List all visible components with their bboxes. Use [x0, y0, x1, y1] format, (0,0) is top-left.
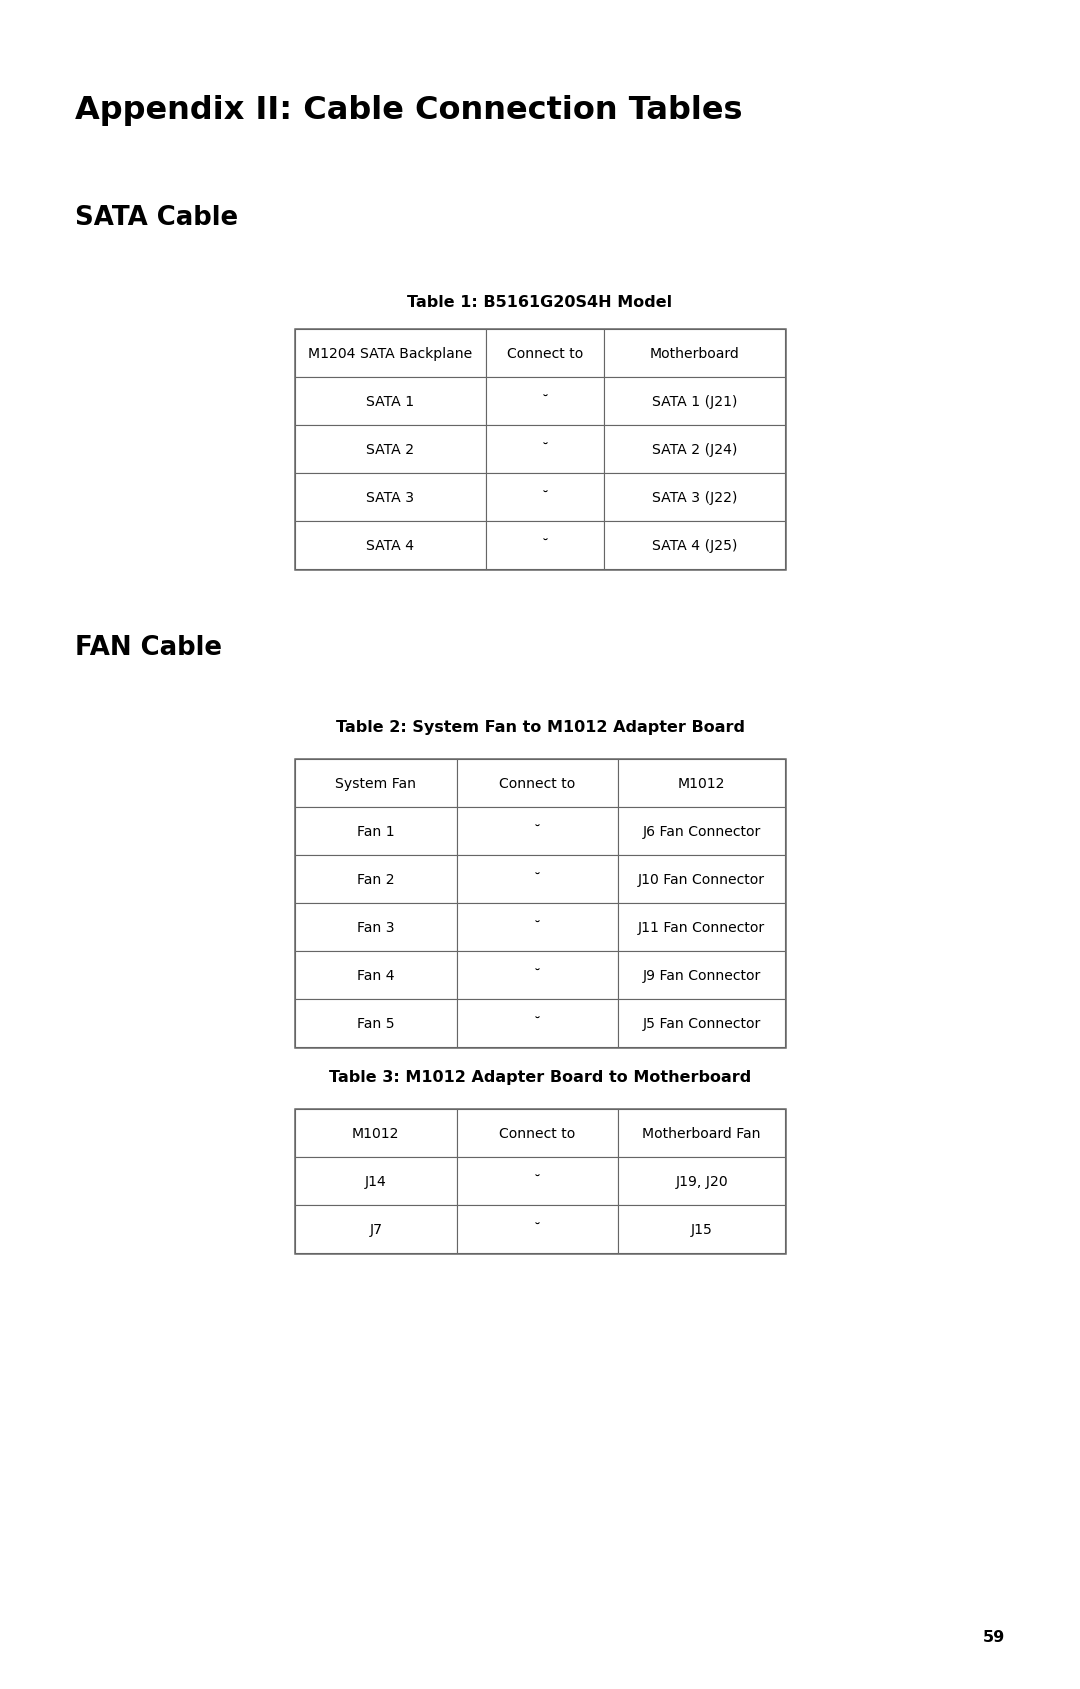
Text: J11 Fan Connector: J11 Fan Connector	[638, 921, 766, 934]
Text: SATA 3: SATA 3	[366, 491, 415, 505]
Bar	[486, 378, 604, 426]
Bar	[295, 904, 457, 951]
Text: SATA 2: SATA 2	[366, 443, 415, 456]
Text: SATA 1 (J21): SATA 1 (J21)	[651, 395, 737, 409]
Text: M1204 SATA Backplane: M1204 SATA Backplane	[309, 346, 473, 361]
Bar	[295, 329, 486, 378]
Text: Fan 2: Fan 2	[357, 873, 394, 887]
Bar	[457, 1206, 619, 1253]
Bar	[486, 522, 604, 569]
Text: System Fan: System Fan	[336, 777, 417, 790]
Bar	[619, 856, 785, 904]
Bar	[619, 1000, 785, 1047]
Bar	[295, 856, 457, 904]
Bar	[619, 904, 785, 951]
Bar	[295, 807, 457, 856]
Text: J9 Fan Connector: J9 Fan Connector	[643, 968, 760, 983]
Bar	[619, 951, 785, 1000]
Bar	[486, 329, 604, 378]
Bar	[295, 951, 457, 1000]
Text: SATA 1: SATA 1	[366, 395, 415, 409]
Bar	[457, 856, 619, 904]
Bar	[486, 473, 604, 522]
Text: J10 Fan Connector: J10 Fan Connector	[638, 873, 766, 887]
Text: ˘: ˘	[534, 1223, 541, 1236]
Bar	[604, 473, 785, 522]
Bar	[619, 1157, 785, 1206]
Bar	[295, 1000, 457, 1047]
Text: J5 Fan Connector: J5 Fan Connector	[643, 1017, 760, 1030]
Text: M1012: M1012	[678, 777, 726, 790]
Text: M1012: M1012	[352, 1127, 400, 1140]
Text: Fan 3: Fan 3	[357, 921, 394, 934]
Bar	[619, 760, 785, 807]
Text: ˘: ˘	[541, 395, 549, 409]
Text: Motherboard Fan: Motherboard Fan	[643, 1127, 761, 1140]
Text: ˘: ˘	[534, 921, 541, 934]
Text: ˘: ˘	[541, 443, 549, 456]
Text: ˘: ˘	[534, 1017, 541, 1030]
Text: J19, J20: J19, J20	[675, 1174, 728, 1189]
Text: ˘: ˘	[534, 873, 541, 887]
Bar	[604, 522, 785, 569]
Bar	[457, 904, 619, 951]
Text: Fan 5: Fan 5	[357, 1017, 394, 1030]
Text: J15: J15	[691, 1223, 713, 1236]
Bar	[457, 760, 619, 807]
Text: SATA 2 (J24): SATA 2 (J24)	[651, 443, 737, 456]
Bar	[457, 951, 619, 1000]
Bar	[604, 426, 785, 473]
Text: SATA 3 (J22): SATA 3 (J22)	[651, 491, 737, 505]
Text: Connect to: Connect to	[499, 1127, 576, 1140]
Text: Fan 4: Fan 4	[357, 968, 394, 983]
Text: Motherboard: Motherboard	[649, 346, 739, 361]
Bar	[619, 807, 785, 856]
Bar	[486, 426, 604, 473]
Bar	[619, 1206, 785, 1253]
Text: J6 Fan Connector: J6 Fan Connector	[643, 824, 760, 838]
Bar	[604, 378, 785, 426]
Bar	[295, 473, 486, 522]
Bar	[295, 760, 457, 807]
Bar	[619, 1110, 785, 1157]
Bar	[295, 378, 486, 426]
Text: J14: J14	[365, 1174, 387, 1189]
Text: Connect to: Connect to	[507, 346, 583, 361]
Bar	[295, 1157, 457, 1206]
Bar	[295, 760, 785, 1047]
Text: Connect to: Connect to	[499, 777, 576, 790]
Text: FAN Cable: FAN Cable	[75, 635, 222, 660]
Bar	[295, 329, 785, 569]
Text: J7: J7	[369, 1223, 382, 1236]
Text: Table 2: System Fan to M1012 Adapter Board: Table 2: System Fan to M1012 Adapter Boa…	[336, 720, 744, 735]
Bar	[457, 1110, 619, 1157]
Bar	[295, 1110, 785, 1253]
Text: ˘: ˘	[541, 539, 549, 552]
Text: Table 1: B5161G20S4H Model: Table 1: B5161G20S4H Model	[407, 296, 673, 309]
Text: Fan 1: Fan 1	[357, 824, 394, 838]
Bar	[457, 807, 619, 856]
Text: SATA 4: SATA 4	[366, 539, 415, 552]
Text: ˘: ˘	[534, 1174, 541, 1189]
Bar	[604, 329, 785, 378]
Bar	[457, 1000, 619, 1047]
Text: SATA Cable: SATA Cable	[75, 204, 238, 231]
Text: SATA 4 (J25): SATA 4 (J25)	[651, 539, 737, 552]
Bar	[457, 1157, 619, 1206]
Text: Appendix II: Cable Connection Tables: Appendix II: Cable Connection Tables	[75, 95, 743, 127]
Text: Table 3: M1012 Adapter Board to Motherboard: Table 3: M1012 Adapter Board to Motherbo…	[329, 1069, 751, 1084]
Bar	[295, 1110, 457, 1157]
Text: 59: 59	[983, 1628, 1005, 1643]
Bar	[295, 1206, 457, 1253]
Text: ˘: ˘	[541, 491, 549, 505]
Bar	[295, 426, 486, 473]
Text: ˘: ˘	[534, 968, 541, 983]
Text: ˘: ˘	[534, 824, 541, 838]
Bar	[295, 522, 486, 569]
